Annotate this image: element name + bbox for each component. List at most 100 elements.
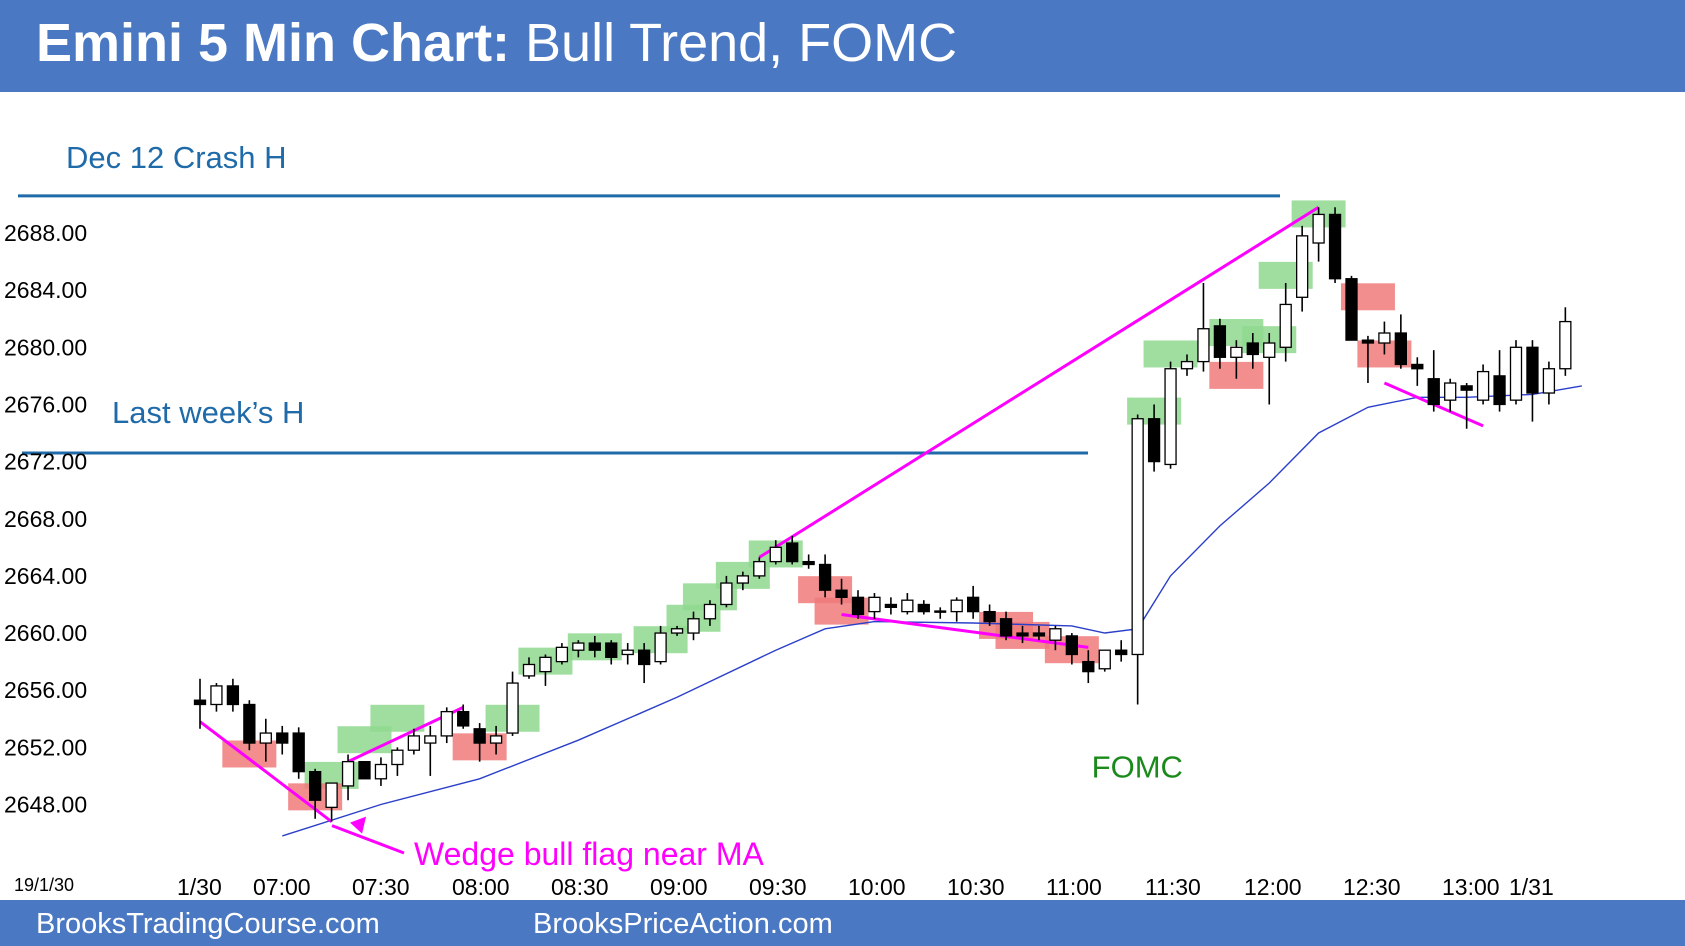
candle-body <box>736 575 749 584</box>
candle-body <box>572 642 585 651</box>
candle-body <box>341 760 355 787</box>
candle <box>769 540 782 565</box>
y-tick-label: 2688.00 <box>4 220 87 246</box>
candle-body <box>1098 649 1111 670</box>
highlight-layer <box>222 200 1412 811</box>
candle <box>522 657 536 679</box>
candle <box>276 725 289 755</box>
page-title: Emini 5 Min Chart: Bull Trend, FOMC <box>36 12 957 74</box>
candle <box>1559 307 1572 376</box>
y-tick-label: 2648.00 <box>4 792 87 818</box>
candle-body <box>358 760 371 780</box>
candle-body <box>1263 342 1276 358</box>
candle-body <box>851 596 865 616</box>
candle <box>1361 335 1375 384</box>
candle <box>259 718 272 762</box>
candle-body <box>1032 632 1046 637</box>
candle <box>506 671 519 736</box>
bull-bar-highlight <box>370 704 425 732</box>
candle-body <box>835 589 848 598</box>
candle-body <box>884 603 898 608</box>
candlestick-chart: Dec 12 Crash H Last week’s H 2688.00 2684.… <box>4 140 1582 900</box>
x-tick-label: 12:00 <box>1244 874 1302 900</box>
fomc-label: FOMC <box>1092 749 1183 784</box>
y-tick-label: 2668.00 <box>4 506 87 532</box>
candle-body <box>1328 213 1342 280</box>
x-tick-label: 08:30 <box>551 874 609 900</box>
candle <box>1460 383 1473 429</box>
candle <box>243 700 256 751</box>
candle <box>1427 350 1440 412</box>
candle <box>703 600 717 626</box>
x-tick-label: 12:30 <box>1343 874 1401 900</box>
candle-body <box>1394 332 1407 366</box>
y-tick-label: 2672.00 <box>4 449 87 475</box>
candle <box>802 554 815 569</box>
y-tick-label: 2656.00 <box>4 677 87 703</box>
candle-body <box>654 632 667 663</box>
candle-body <box>1164 368 1177 466</box>
candle-body <box>670 628 684 634</box>
footer-right-site: BrooksPriceAction.com <box>533 908 833 940</box>
x-tick-label: 10:00 <box>848 874 906 900</box>
candle-body <box>1049 628 1062 641</box>
x-axis: 1/30 07:00 07:30 08:00 08:30 09:00 09:30 10:00 1… <box>14 874 1554 900</box>
candle <box>292 727 305 779</box>
annotation-layer: FOMC Wedge bull flag near MA <box>331 749 1183 872</box>
candle <box>1147 404 1161 472</box>
candle <box>1180 354 1194 376</box>
candle-body <box>983 610 996 623</box>
candle <box>1542 361 1556 405</box>
candle-body <box>407 735 421 751</box>
x-tick-label: 1/31 <box>1509 874 1554 900</box>
candle <box>1098 649 1111 672</box>
level-lines: Dec 12 Crash H Last week’s H <box>18 140 1280 455</box>
title-rest: Bull Trend, FOMC <box>510 13 958 73</box>
x-tick-label: 09:30 <box>749 874 807 900</box>
candle <box>851 590 865 619</box>
candle-body <box>967 596 980 613</box>
candle <box>1279 283 1292 362</box>
moving-average-layer <box>282 385 1582 837</box>
moving-average-line <box>282 385 1582 837</box>
candle <box>489 725 503 755</box>
candle-body <box>786 542 799 563</box>
candle-body <box>1312 213 1325 244</box>
candle-body <box>1509 346 1523 401</box>
candle <box>1115 640 1128 662</box>
candle-body <box>1427 378 1440 406</box>
candle <box>1082 650 1095 684</box>
candle-body <box>1526 346 1539 394</box>
candle <box>605 640 618 665</box>
candle <box>967 585 980 619</box>
candle-body <box>424 735 437 744</box>
y-tick-label: 2676.00 <box>4 391 87 417</box>
candle <box>736 571 749 591</box>
candle <box>572 640 585 658</box>
candle <box>1328 207 1342 284</box>
x-tick-label: 1/30 <box>177 874 222 900</box>
candle <box>1394 314 1407 369</box>
candle <box>835 578 848 605</box>
candle-body <box>1411 363 1424 370</box>
candle <box>1016 625 1029 644</box>
candle-body <box>374 763 388 780</box>
candle-body <box>457 710 470 727</box>
candle <box>1378 321 1391 355</box>
candle-body <box>621 649 634 656</box>
candle-body <box>506 682 519 734</box>
candle-body <box>753 560 766 577</box>
candle-body <box>440 710 453 737</box>
candle-body <box>1180 360 1194 370</box>
level-label: Dec 12 Crash H <box>66 140 287 175</box>
arrow-head-icon <box>350 816 367 834</box>
candle <box>1263 333 1276 405</box>
candle <box>999 611 1013 641</box>
candle <box>424 725 437 776</box>
candle <box>1246 333 1259 369</box>
candle <box>539 654 552 686</box>
candle-body <box>687 618 700 634</box>
candle-body <box>802 560 815 566</box>
candle-body <box>193 699 207 706</box>
candle <box>720 575 733 608</box>
